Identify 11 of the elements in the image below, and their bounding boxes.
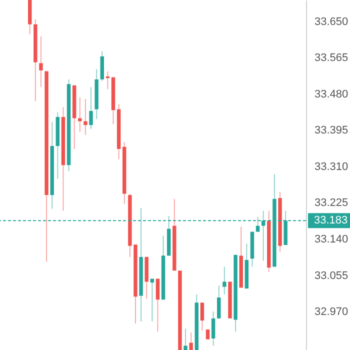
ref-line-label: 33.183 [314,214,348,227]
y-tick-label: 33.225 [314,197,348,210]
candlestick [206,329,210,340]
y-tick-label: 32.970 [314,306,348,318]
y-tick-label: 33.310 [314,160,348,173]
y-tick-label: 33.395 [314,124,348,137]
y-tick-label: 33.565 [314,52,348,64]
y-tick-label: 33.480 [314,88,348,100]
y-tick-label: 33.055 [314,270,348,282]
y-tick-label: 33.650 [314,16,348,28]
y-tick-label: 33.140 [314,234,348,246]
